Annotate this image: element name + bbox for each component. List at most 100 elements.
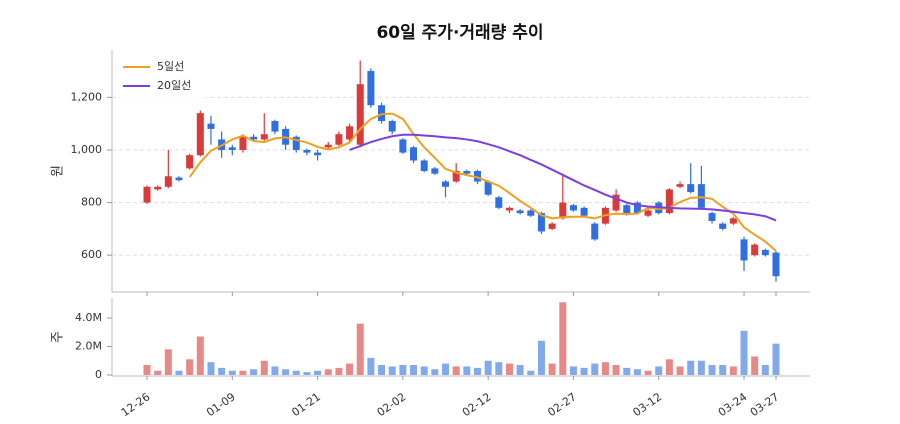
candle-body — [772, 252, 780, 277]
candle-body — [548, 223, 556, 229]
volume-bar — [473, 367, 481, 375]
volume-bar — [175, 370, 183, 375]
candle-body — [271, 121, 279, 132]
volume-bar — [580, 367, 588, 375]
volume-bar — [633, 369, 641, 375]
candle-body — [729, 218, 737, 224]
volume-bar — [324, 369, 332, 375]
volume-bar — [399, 365, 407, 375]
candle-body — [740, 239, 748, 261]
candle-body — [207, 123, 215, 129]
volume-bar — [452, 366, 460, 375]
volume-bar — [271, 366, 279, 375]
volume-bar — [367, 357, 375, 375]
volume-bar — [751, 356, 759, 375]
volume-bar — [495, 362, 503, 375]
chart-title: 60일 주가·거래량 추이 — [376, 23, 543, 43]
volume-bar — [697, 360, 705, 375]
candle-body — [452, 171, 460, 182]
x-tick-label: 12-26 — [119, 390, 153, 419]
volume-bar — [761, 365, 769, 375]
volume-bar — [729, 366, 737, 375]
candle-body — [495, 197, 503, 208]
candle-body — [292, 136, 300, 150]
ma-line — [188, 112, 777, 252]
candle-body — [591, 223, 599, 240]
candle-body — [143, 186, 151, 203]
candle-body — [527, 210, 535, 216]
candle-body — [346, 126, 354, 140]
y-tick-label: 0 — [95, 368, 102, 381]
legend-label: 20일선 — [157, 78, 191, 92]
volume-bar — [676, 366, 684, 375]
volume-bar — [186, 359, 194, 375]
candle-body — [665, 189, 673, 214]
volume-bar — [410, 365, 418, 375]
volume-bar — [516, 365, 524, 375]
volume-bar — [388, 366, 396, 375]
x-tick-label: 02-02 — [375, 390, 409, 419]
volume-bar — [505, 363, 513, 375]
volume-bar — [292, 370, 300, 375]
volume-bar — [378, 365, 386, 375]
candle-body — [473, 171, 481, 182]
volume-bar — [612, 365, 620, 375]
volume-bar — [463, 366, 471, 375]
volume-bar — [346, 363, 354, 375]
volume-bar — [442, 363, 450, 375]
candle-body — [410, 147, 418, 161]
candle-body — [612, 194, 620, 211]
candle-body — [516, 210, 524, 214]
y-tick-label: 1,200 — [71, 90, 103, 103]
volume-bar — [335, 367, 343, 375]
candle-body — [164, 176, 172, 187]
x-tick-label: 01-21 — [289, 390, 323, 419]
volume-bar — [537, 340, 545, 375]
legend-label: 5일선 — [157, 59, 184, 73]
volume-bar — [644, 370, 652, 375]
volume-bar — [314, 370, 322, 375]
candle-body — [676, 184, 684, 187]
candle-body — [250, 136, 258, 140]
candle-body — [303, 149, 311, 153]
candle-body — [324, 144, 332, 148]
candle-body — [644, 210, 652, 216]
candle-body — [484, 181, 492, 195]
volume-bar — [228, 370, 236, 375]
candle-body — [505, 207, 513, 211]
y-axis-label: 원 — [51, 165, 66, 177]
candle-body — [196, 113, 204, 156]
volume-bar — [569, 366, 577, 375]
candle-body — [239, 136, 247, 150]
y-tick-label: 1,000 — [71, 143, 103, 156]
volume-bar — [591, 363, 599, 375]
volume-bar — [623, 367, 631, 375]
candle-body — [431, 168, 439, 174]
volume-bar — [772, 343, 780, 375]
x-tick-label: 03-24 — [716, 390, 750, 419]
candle-body — [378, 105, 386, 122]
volume-bar — [665, 359, 673, 375]
candle-body — [633, 202, 641, 214]
x-tick-label: 01-09 — [204, 390, 238, 419]
volume-bar — [655, 366, 663, 375]
volume-bar — [218, 367, 226, 375]
candle-body — [687, 184, 695, 193]
volume-bar — [548, 363, 556, 375]
candle-body — [420, 160, 428, 171]
volume-bar — [164, 349, 172, 375]
volume-bar — [601, 362, 609, 375]
volume-bar — [687, 360, 695, 375]
volume-bar — [420, 366, 428, 375]
volume-bar — [239, 370, 247, 375]
volume-bar — [740, 330, 748, 375]
x-tick-label: 02-27 — [545, 390, 579, 419]
volume-bar — [207, 362, 215, 375]
x-tick-label: 03-27 — [748, 390, 782, 419]
candle-body — [708, 213, 716, 221]
candle-body — [154, 186, 162, 190]
volume-bar — [260, 360, 268, 375]
y-axis-label: 주 — [51, 331, 66, 343]
volume-bar — [356, 323, 364, 375]
